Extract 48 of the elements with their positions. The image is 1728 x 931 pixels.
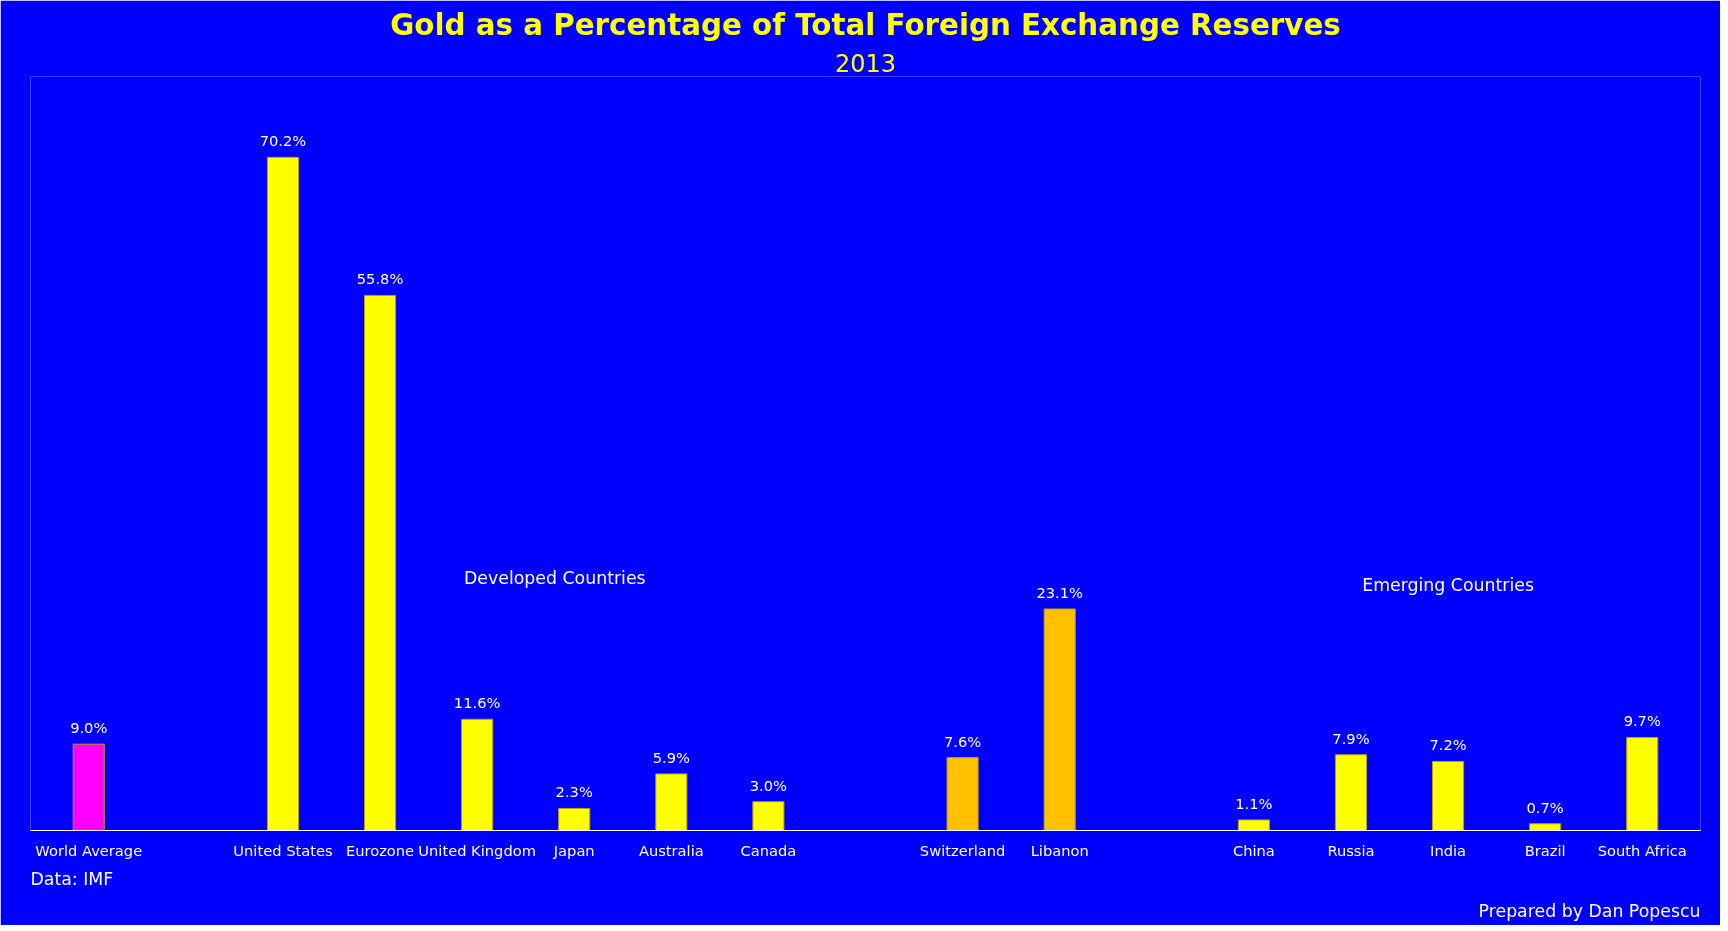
data-label: 5.9% [652, 748, 690, 766]
bar [1432, 760, 1465, 831]
x-tick-label: Libanon [1030, 841, 1089, 859]
x-tick-label: South Africa [1597, 841, 1687, 859]
x-tick-label: China [1232, 841, 1275, 859]
data-label: 2.3% [555, 783, 593, 801]
bar [1529, 823, 1562, 831]
chart-subtitle: 2013 [834, 49, 897, 78]
data-label: 1.1% [1235, 794, 1273, 812]
bar [1626, 736, 1659, 831]
x-tick-label: United States [233, 841, 333, 859]
x-tick-label: Australia [638, 841, 704, 859]
bar [266, 156, 299, 831]
x-tick-label: United Kingdom [418, 841, 536, 859]
data-label: 9.7% [1623, 712, 1661, 730]
bar [946, 757, 979, 831]
x-tick-label: World Average [35, 841, 143, 859]
data-label: 23.1% [1036, 583, 1084, 601]
bar [558, 807, 591, 831]
bar [1237, 819, 1270, 831]
x-tick-label: Russia [1327, 841, 1375, 859]
bar [1334, 754, 1367, 831]
data-label: 55.8% [356, 270, 404, 288]
bar [461, 718, 494, 831]
x-tick-label: Eurozone [345, 841, 415, 859]
chart-title: Gold as a Percentage of Total Foreign Exchange Reserves [390, 7, 1341, 42]
data-label: 11.6% [453, 694, 501, 712]
annotation: Developed Countries [464, 568, 646, 589]
annotation: Emerging Countries [1362, 574, 1534, 595]
x-tick-label: Canada [740, 841, 797, 859]
data-label: 0.7% [1526, 798, 1564, 816]
text: Prepared by Dan Popescu [1478, 900, 1701, 921]
bar [72, 743, 105, 831]
data-label: 7.2% [1429, 736, 1467, 754]
x-tick-label: Japan [552, 841, 595, 859]
x-tick-label: India [1430, 841, 1467, 859]
bar [752, 801, 785, 831]
bar [655, 773, 688, 831]
data-label: 7.6% [943, 732, 982, 750]
data-label: 70.2% [259, 132, 307, 150]
data-label: 9.0% [70, 719, 108, 737]
data-label: 3.0% [749, 776, 788, 794]
x-tick-label: Switzerland [919, 841, 1006, 859]
text: Data: IMF [30, 868, 114, 889]
bar [364, 294, 397, 831]
data-label: 7.9% [1332, 729, 1370, 747]
x-tick-label: Brazil [1524, 841, 1566, 859]
bar [1043, 608, 1076, 831]
